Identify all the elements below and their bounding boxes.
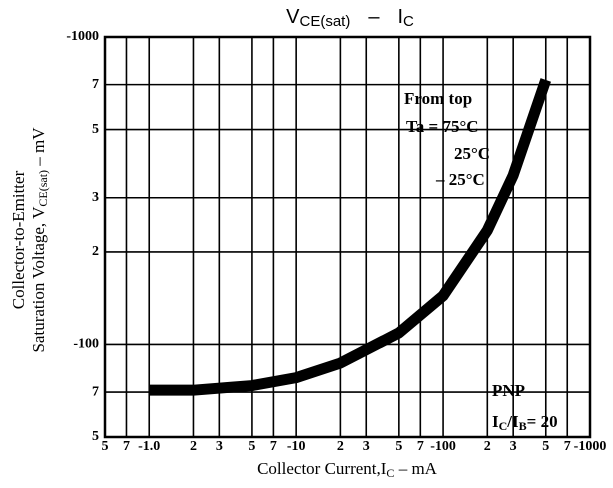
x-tick-label: 7 — [564, 439, 571, 454]
x-tick-label: -1000 — [574, 439, 607, 454]
x-tick-label: 2 — [484, 439, 491, 454]
y-tick-label: 5 — [92, 429, 99, 444]
x-tick-label: -100 — [430, 439, 456, 454]
annotation: 25°C — [454, 144, 490, 163]
y-tick-label: 7 — [92, 77, 99, 92]
annotations: From top Ta = 75°C 25°C – 25°C PNP IC/IB… — [404, 89, 558, 433]
x-tick-label: 3 — [363, 439, 370, 454]
x-tick-label: 2 — [337, 439, 344, 454]
plot-frame — [103, 35, 592, 439]
x-tick-label: 7 — [417, 439, 424, 454]
y-tick-label: 2 — [92, 244, 99, 259]
x-tick-label: 7 — [270, 439, 277, 454]
x-tick-label: 5 — [248, 439, 255, 454]
y-tick-label: 7 — [92, 384, 99, 399]
x-tick-label: 5 — [542, 439, 549, 454]
x-tick-label: 5 — [102, 439, 109, 454]
x-tick-label: 3 — [216, 439, 223, 454]
y-label-line: Collector-to-Emitter — [9, 170, 28, 309]
curve — [149, 78, 551, 396]
x-tick-label: -1.0 — [138, 439, 160, 454]
annotation: IC/IB= 20 — [492, 412, 558, 433]
plot: 5 7 -1.0 2 3 5 7 -10 2 3 5 7 -100 2 3 5 7 -1000-10007532-… — [66, 29, 606, 454]
y-tick-label: 5 — [92, 122, 99, 137]
x-tick-label: 7 — [123, 439, 130, 454]
y-tick-label: -100 — [73, 337, 99, 352]
x-tick-label: -10 — [287, 439, 306, 454]
y-tick-label: 3 — [92, 190, 99, 205]
y-label-line: Saturation Voltage, VCE(sat) – mV — [29, 127, 50, 353]
chart-title: VCE(sat) – IC — [286, 6, 414, 30]
annotation: From top — [404, 89, 472, 108]
y-axis-label: Collector-to-Emitter Saturation Voltage,… — [9, 127, 50, 353]
x-axis-label: Collector Current,IC – mA — [257, 459, 438, 480]
x-tick-label: 3 — [510, 439, 517, 454]
x-tick-label: 2 — [190, 439, 197, 454]
annotation: Ta = 75°C — [406, 117, 479, 136]
y-tick-label: -1000 — [66, 29, 99, 44]
annotation: – 25°C — [435, 170, 485, 189]
annotation: PNP — [492, 381, 525, 400]
x-tick-label: 5 — [395, 439, 402, 454]
